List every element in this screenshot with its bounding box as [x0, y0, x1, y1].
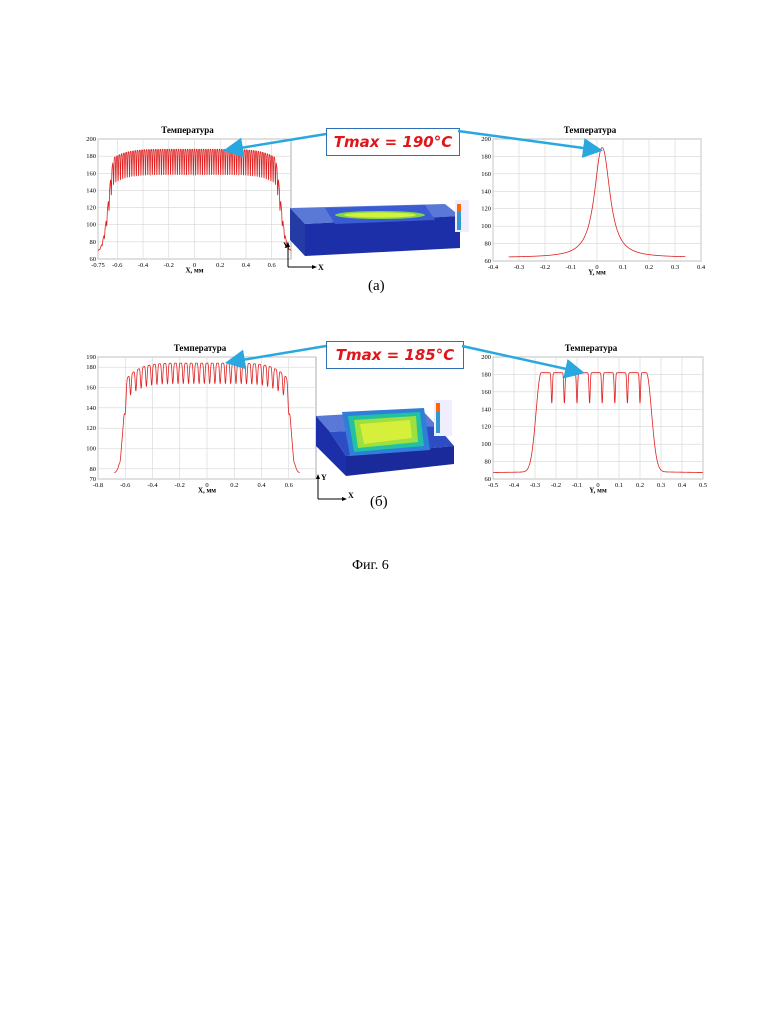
- arrow-b-left: [230, 346, 326, 362]
- arrow-a-left: [228, 134, 326, 150]
- pointer-arrows: [0, 0, 780, 600]
- arrow-b-right: [462, 346, 580, 372]
- arrow-a-right: [458, 131, 598, 150]
- figure-caption: Фиг. 6: [352, 558, 389, 574]
